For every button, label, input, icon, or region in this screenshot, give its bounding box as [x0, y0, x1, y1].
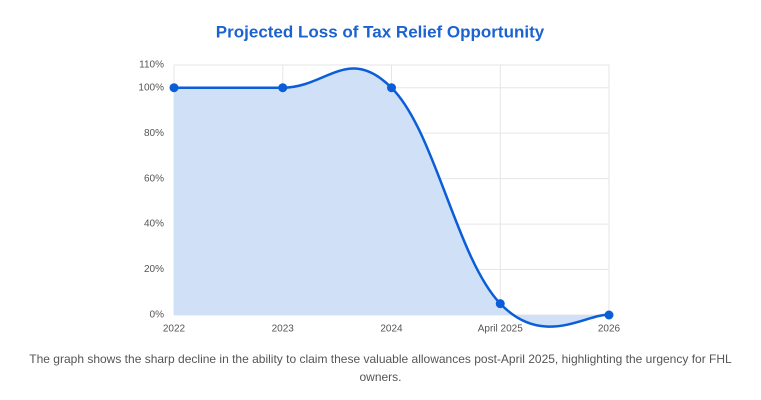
x-tick-label: 2024: [380, 324, 403, 335]
chart: Projected Loss of Tax Relief Opportunity…: [138, 22, 621, 335]
y-tick-label: 40%: [144, 219, 164, 230]
area: [174, 68, 609, 327]
line: [174, 67, 610, 328]
x-tick-label: 2023: [272, 324, 295, 335]
x-tick-label: April 2025: [478, 324, 523, 335]
y-tick-label: 60%: [144, 173, 164, 184]
point: [169, 83, 179, 93]
caption: The graph shows the sharp decline in the…: [29, 352, 732, 384]
x-tick-label: 2022: [163, 324, 186, 335]
point: [387, 83, 396, 93]
x-tick-label: 2026: [598, 324, 621, 335]
y-tick-label: 20%: [144, 264, 164, 275]
point: [278, 83, 288, 93]
chart-title: Projected Loss of Tax Relief Opportunity: [216, 22, 545, 41]
y-tick-label: 110%: [139, 60, 164, 71]
point: [495, 299, 505, 309]
y-tick-label: 0%: [150, 310, 165, 321]
point: [604, 310, 614, 320]
y-tick-label: 80%: [144, 128, 164, 139]
y-tick-label: 100%: [138, 82, 164, 93]
